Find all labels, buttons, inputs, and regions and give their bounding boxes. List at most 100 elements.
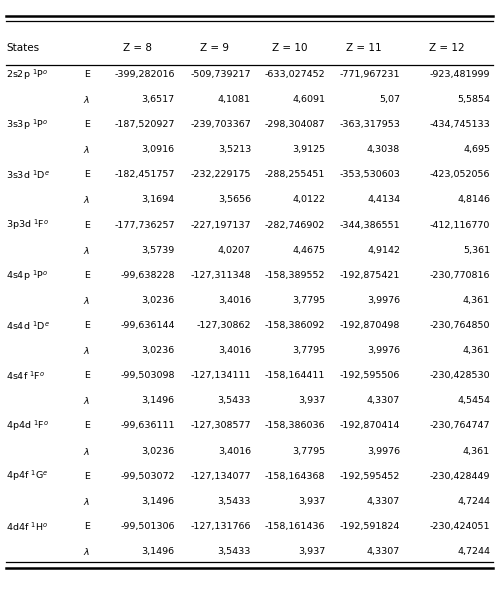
Text: 3,6517: 3,6517 bbox=[142, 95, 175, 104]
Text: 5,5854: 5,5854 bbox=[457, 95, 490, 104]
Text: -99,501306: -99,501306 bbox=[120, 522, 175, 531]
Text: E: E bbox=[84, 271, 90, 280]
Text: 3,5433: 3,5433 bbox=[218, 547, 251, 556]
Text: -99,638228: -99,638228 bbox=[120, 271, 175, 280]
Text: E: E bbox=[84, 522, 90, 531]
Text: $\lambda$: $\lambda$ bbox=[83, 445, 90, 457]
Text: 3,1496: 3,1496 bbox=[142, 497, 175, 506]
Text: 3,7795: 3,7795 bbox=[292, 446, 325, 456]
Text: 4,0207: 4,0207 bbox=[218, 246, 251, 255]
Text: 4,3307: 4,3307 bbox=[367, 396, 400, 405]
Text: -771,967231: -771,967231 bbox=[340, 70, 400, 79]
Text: 4,361: 4,361 bbox=[463, 446, 490, 456]
Text: -127,311348: -127,311348 bbox=[191, 271, 251, 280]
Text: States: States bbox=[6, 44, 39, 53]
Text: 4,3307: 4,3307 bbox=[367, 547, 400, 556]
Text: -158,386092: -158,386092 bbox=[265, 321, 325, 330]
Text: 4,1081: 4,1081 bbox=[218, 95, 251, 104]
Text: 3,9125: 3,9125 bbox=[292, 145, 325, 154]
Text: 3,4016: 3,4016 bbox=[218, 296, 251, 305]
Text: -344,386551: -344,386551 bbox=[340, 221, 400, 229]
Text: -99,636144: -99,636144 bbox=[120, 321, 175, 330]
Text: 3,5433: 3,5433 bbox=[218, 497, 251, 506]
Text: -127,308577: -127,308577 bbox=[191, 422, 251, 430]
Text: 4,695: 4,695 bbox=[463, 145, 490, 154]
Text: 4,8146: 4,8146 bbox=[457, 195, 490, 204]
Text: 3,1496: 3,1496 bbox=[142, 547, 175, 556]
Text: -99,503072: -99,503072 bbox=[120, 472, 175, 480]
Text: -187,520927: -187,520927 bbox=[114, 120, 175, 129]
Text: -158,389552: -158,389552 bbox=[265, 271, 325, 280]
Text: -177,736257: -177,736257 bbox=[114, 221, 175, 229]
Text: $\lambda$: $\lambda$ bbox=[83, 244, 90, 256]
Text: -239,703367: -239,703367 bbox=[190, 120, 251, 129]
Text: -399,282016: -399,282016 bbox=[114, 70, 175, 79]
Text: 3,4016: 3,4016 bbox=[218, 346, 251, 355]
Text: 3,4016: 3,4016 bbox=[218, 446, 251, 456]
Text: -192,595506: -192,595506 bbox=[340, 371, 400, 380]
Text: 3,0236: 3,0236 bbox=[141, 346, 175, 355]
Text: 3,7795: 3,7795 bbox=[292, 346, 325, 355]
Text: E: E bbox=[84, 120, 90, 129]
Text: E: E bbox=[84, 371, 90, 380]
Text: 3s3p $^1$P$^o$: 3s3p $^1$P$^o$ bbox=[6, 117, 48, 132]
Text: 2s2p $^1$P$^o$: 2s2p $^1$P$^o$ bbox=[6, 67, 48, 82]
Text: Z = 12: Z = 12 bbox=[429, 44, 465, 53]
Text: $\lambda$: $\lambda$ bbox=[83, 295, 90, 306]
Text: -192,875421: -192,875421 bbox=[340, 271, 400, 280]
Text: E: E bbox=[84, 472, 90, 480]
Text: -230,428449: -230,428449 bbox=[430, 472, 490, 480]
Text: 3,1496: 3,1496 bbox=[142, 396, 175, 405]
Text: 3,937: 3,937 bbox=[298, 547, 325, 556]
Text: -633,027452: -633,027452 bbox=[265, 70, 325, 79]
Text: Z = 10: Z = 10 bbox=[272, 44, 307, 53]
Text: 3,937: 3,937 bbox=[298, 396, 325, 405]
Text: -230,764747: -230,764747 bbox=[430, 422, 490, 430]
Text: 3,0916: 3,0916 bbox=[142, 145, 175, 154]
Text: -158,386036: -158,386036 bbox=[265, 422, 325, 430]
Text: -127,131766: -127,131766 bbox=[191, 522, 251, 531]
Text: 3,0236: 3,0236 bbox=[141, 296, 175, 305]
Text: Z = 11: Z = 11 bbox=[346, 44, 382, 53]
Text: 4d4f $^1$H$^o$: 4d4f $^1$H$^o$ bbox=[6, 520, 48, 532]
Text: $\lambda$: $\lambda$ bbox=[83, 546, 90, 557]
Text: 4,361: 4,361 bbox=[463, 296, 490, 305]
Text: E: E bbox=[84, 70, 90, 79]
Text: 4,3307: 4,3307 bbox=[367, 497, 400, 506]
Text: -434,745133: -434,745133 bbox=[429, 120, 490, 129]
Text: 4,3038: 4,3038 bbox=[367, 145, 400, 154]
Text: 4,0122: 4,0122 bbox=[292, 195, 325, 204]
Text: -230,764850: -230,764850 bbox=[430, 321, 490, 330]
Text: 3,5433: 3,5433 bbox=[218, 396, 251, 405]
Text: Z = 9: Z = 9 bbox=[200, 44, 229, 53]
Text: -99,636111: -99,636111 bbox=[120, 422, 175, 430]
Text: 3,9976: 3,9976 bbox=[367, 446, 400, 456]
Text: 4s4f $^1$F$^o$: 4s4f $^1$F$^o$ bbox=[6, 370, 45, 382]
Text: -282,746902: -282,746902 bbox=[265, 221, 325, 229]
Text: 3,0236: 3,0236 bbox=[141, 446, 175, 456]
Text: -298,304087: -298,304087 bbox=[265, 120, 325, 129]
Text: 4,361: 4,361 bbox=[463, 346, 490, 355]
Text: -227,197137: -227,197137 bbox=[191, 221, 251, 229]
Text: E: E bbox=[84, 221, 90, 229]
Text: 4s4d $^1$D$^e$: 4s4d $^1$D$^e$ bbox=[6, 319, 50, 332]
Text: $\lambda$: $\lambda$ bbox=[83, 495, 90, 507]
Text: 4p4f $^1$G$^e$: 4p4f $^1$G$^e$ bbox=[6, 469, 48, 483]
Text: -230,424051: -230,424051 bbox=[430, 522, 490, 531]
Text: -230,770816: -230,770816 bbox=[430, 271, 490, 280]
Text: -288,255451: -288,255451 bbox=[265, 171, 325, 179]
Text: -158,164368: -158,164368 bbox=[265, 472, 325, 480]
Text: $\lambda$: $\lambda$ bbox=[83, 94, 90, 105]
Text: -412,116770: -412,116770 bbox=[430, 221, 490, 229]
Text: 4,9142: 4,9142 bbox=[367, 246, 400, 255]
Text: $\lambda$: $\lambda$ bbox=[83, 345, 90, 356]
Text: $\lambda$: $\lambda$ bbox=[83, 194, 90, 206]
Text: E: E bbox=[84, 171, 90, 179]
Text: E: E bbox=[84, 422, 90, 430]
Text: 4,4675: 4,4675 bbox=[292, 246, 325, 255]
Text: -158,161436: -158,161436 bbox=[265, 522, 325, 531]
Text: 4,5454: 4,5454 bbox=[457, 396, 490, 405]
Text: -192,595452: -192,595452 bbox=[340, 472, 400, 480]
Text: -127,134077: -127,134077 bbox=[191, 472, 251, 480]
Text: 4,7244: 4,7244 bbox=[457, 497, 490, 506]
